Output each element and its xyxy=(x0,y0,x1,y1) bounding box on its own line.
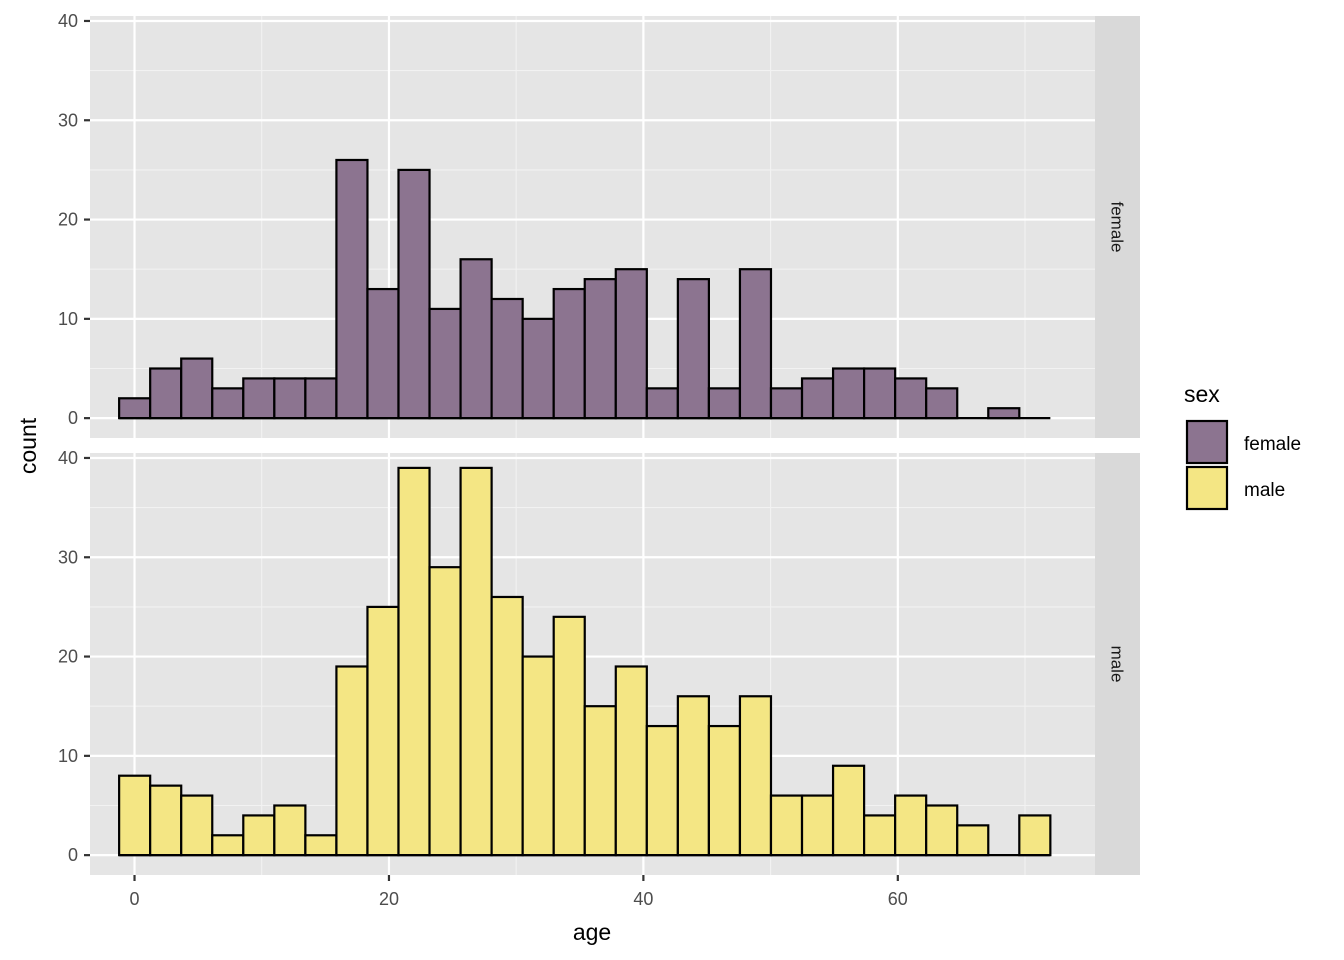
y-tick-label: 10 xyxy=(58,746,78,766)
x-tick-label: 40 xyxy=(633,889,653,909)
bar-female xyxy=(428,307,462,420)
bar-female xyxy=(180,357,214,420)
facet-strip-label: male xyxy=(1108,646,1127,683)
bar-female xyxy=(459,258,493,420)
bar-male xyxy=(397,466,431,857)
facet-panels: 0 10 20 30 40 female 0 10 20 30 40 male 0 20 40 60 xyxy=(58,11,1140,909)
bar-female xyxy=(738,268,773,420)
bar-female xyxy=(894,377,928,420)
facet-strip xyxy=(1095,16,1140,438)
y-axis-title: count xyxy=(15,417,41,474)
y-tick-label: 0 xyxy=(68,408,78,428)
bar-male xyxy=(676,695,711,857)
bar-female xyxy=(614,268,648,420)
bar-male xyxy=(552,615,586,857)
y-tick-label: 20 xyxy=(58,647,78,667)
bar-female xyxy=(552,287,586,420)
bar-male xyxy=(956,824,990,857)
bar-male xyxy=(614,665,648,857)
x-axis-title: age xyxy=(573,919,611,945)
y-tick-label: 10 xyxy=(58,309,78,329)
legend-swatch-male xyxy=(1185,465,1229,511)
bar-male xyxy=(149,784,183,857)
legend-swatch-female xyxy=(1185,419,1229,465)
bar-male xyxy=(583,705,617,857)
y-tick-label: 40 xyxy=(58,11,78,31)
bar-female xyxy=(645,387,679,420)
bar-female xyxy=(583,278,617,420)
bar-male xyxy=(863,814,897,857)
bar-male xyxy=(490,595,524,857)
bar-male xyxy=(800,794,835,857)
legend-label-female: female xyxy=(1244,434,1301,455)
bar-female xyxy=(211,387,245,420)
bar-male xyxy=(242,814,276,857)
facet-strip-label: female xyxy=(1108,201,1127,252)
bar-female xyxy=(366,287,400,420)
legend: sex female male xyxy=(1184,381,1301,511)
bar-female xyxy=(397,168,431,420)
legend-label-male: male xyxy=(1244,480,1285,501)
bar-male xyxy=(335,665,369,857)
bar-male xyxy=(738,695,773,857)
legend-title: sex xyxy=(1184,381,1220,407)
bar-male xyxy=(925,804,959,857)
bar-male xyxy=(707,724,742,857)
legend-keys: female male xyxy=(1185,419,1301,511)
bar-female xyxy=(304,377,338,420)
bar-female xyxy=(521,317,555,420)
bar-male xyxy=(366,605,400,857)
bar-female xyxy=(118,397,152,420)
bar-male xyxy=(521,655,555,857)
bars-female xyxy=(118,158,1051,420)
bar-male xyxy=(211,834,245,857)
y-tick-label: 40 xyxy=(58,448,78,468)
y-tick-label: 0 xyxy=(68,845,78,865)
bar-female xyxy=(769,387,804,420)
y-tick-label: 30 xyxy=(58,547,78,567)
bar-male xyxy=(894,794,928,857)
bar-female xyxy=(149,367,183,420)
bar-male xyxy=(273,804,307,857)
bar-female xyxy=(490,297,524,420)
y-tick-label: 20 xyxy=(58,210,78,230)
x-axis: 0 20 40 60 xyxy=(130,875,908,909)
bar-female xyxy=(242,377,276,420)
bar-male xyxy=(1018,814,1052,857)
bar-male xyxy=(831,764,866,857)
bar-female xyxy=(273,377,307,420)
facet-strip xyxy=(1095,453,1140,875)
bar-female xyxy=(800,377,835,420)
bar-female xyxy=(831,367,866,420)
bar-female xyxy=(335,158,369,420)
bar-female xyxy=(925,387,959,420)
x-tick-label: 0 xyxy=(130,889,140,909)
panel-female: 0 10 20 30 40 female xyxy=(58,11,1140,438)
bar-male xyxy=(769,794,804,857)
bar-male xyxy=(459,466,493,857)
bar-female xyxy=(707,387,742,420)
bars-male xyxy=(118,466,1052,857)
panel-male: 0 10 20 30 40 male xyxy=(58,448,1140,875)
bar-male xyxy=(180,794,214,857)
y-tick-label: 30 xyxy=(58,110,78,130)
bar-female xyxy=(863,367,897,420)
x-tick-label: 60 xyxy=(888,889,908,909)
bar-male xyxy=(304,834,338,857)
x-tick-label: 20 xyxy=(379,889,399,909)
bar-female xyxy=(676,278,711,420)
bar-male xyxy=(428,566,462,857)
bar-female xyxy=(987,407,1021,420)
bar-male xyxy=(645,724,679,857)
bar-male xyxy=(118,774,152,857)
